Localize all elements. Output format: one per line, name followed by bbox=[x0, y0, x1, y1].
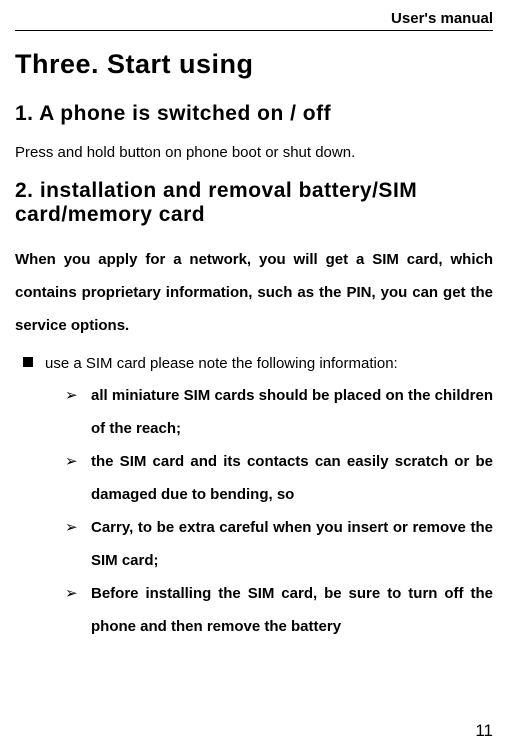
chapter-title: Three. Start using bbox=[15, 49, 493, 80]
sub-item-1: all miniature SIM cards should be placed… bbox=[65, 379, 493, 445]
page-number: 11 bbox=[475, 721, 493, 741]
sub-item-3: Carry, to be extra careful when you inse… bbox=[65, 511, 493, 577]
section-1-title: 1. A phone is switched on / off bbox=[15, 102, 493, 126]
bullet-list: use a SIM card please note the following… bbox=[15, 348, 493, 644]
sub-item-4: Before installing the SIM card, be sure … bbox=[65, 577, 493, 643]
section-1-body: Press and hold button on phone boot or s… bbox=[15, 142, 493, 165]
section-2-title: 2. installation and removal battery/SIM … bbox=[15, 179, 493, 227]
sub-list: all miniature SIM cards should be placed… bbox=[45, 379, 493, 643]
header-title: User's manual bbox=[15, 10, 493, 31]
section-2-intro: When you apply for a network, you will g… bbox=[15, 243, 493, 342]
sub-item-2: the SIM card and its contacts can easily… bbox=[65, 445, 493, 511]
bullet-text: use a SIM card please note the following… bbox=[45, 355, 398, 372]
bullet-item: use a SIM card please note the following… bbox=[15, 348, 493, 644]
